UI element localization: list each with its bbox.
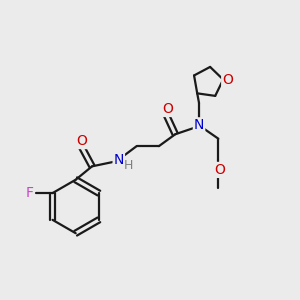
- Text: N: N: [114, 152, 124, 167]
- Text: O: O: [162, 102, 173, 116]
- Text: H: H: [124, 159, 134, 172]
- Text: F: F: [26, 186, 34, 200]
- Text: O: O: [76, 134, 87, 148]
- Text: O: O: [222, 73, 233, 86]
- Text: N: N: [194, 118, 204, 132]
- Text: O: O: [214, 163, 225, 177]
